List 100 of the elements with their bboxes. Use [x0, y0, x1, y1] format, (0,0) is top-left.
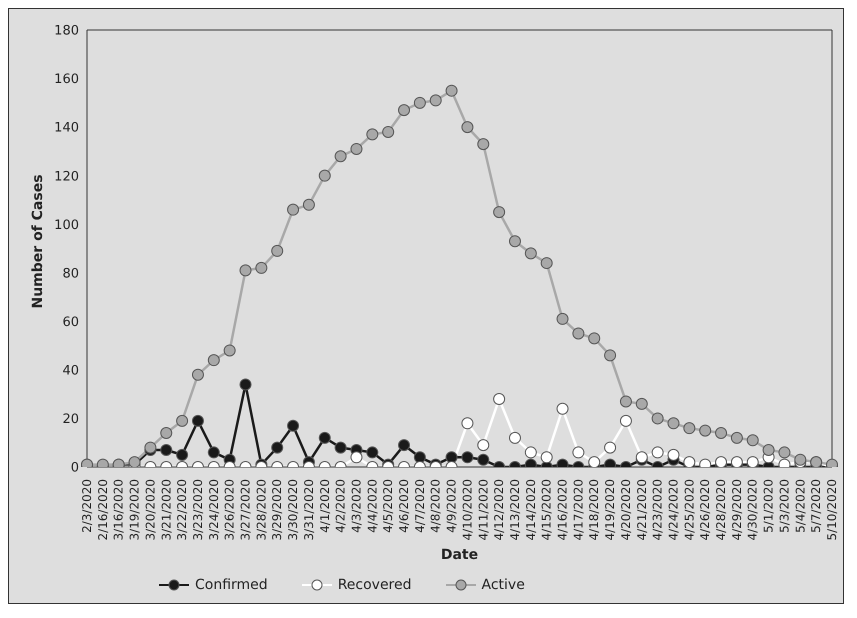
x-tick-label: 3/23/2020 [190, 479, 205, 541]
point [271, 244, 284, 257]
legend-label: Active [480, 577, 525, 593]
point [334, 150, 347, 162]
point [224, 344, 236, 356]
x-tick-label: 4/17/2020 [571, 479, 586, 541]
point [556, 312, 569, 325]
point [287, 420, 300, 432]
point [652, 446, 664, 458]
x-tick-label: 4/11/2020 [476, 479, 490, 541]
point [350, 451, 362, 464]
point [477, 454, 490, 466]
point [318, 170, 331, 182]
point [446, 451, 458, 464]
y-tick-label: 120 [54, 169, 79, 184]
x-tick-label: 3/22/2020 [175, 479, 190, 541]
x-tick-label: 4/1/2020 [318, 479, 332, 533]
point [287, 204, 300, 216]
point [160, 444, 172, 456]
point [524, 247, 537, 260]
x-tick-label: 4/18/2020 [587, 479, 602, 541]
point [588, 332, 600, 344]
x-tick-label: 4/10/2020 [460, 479, 474, 541]
x-tick-label: 4/30/2020 [746, 479, 760, 541]
point [144, 442, 156, 454]
point [414, 96, 426, 109]
point [208, 354, 220, 366]
point [430, 94, 442, 106]
x-tick-label: 4/3/2020 [349, 479, 364, 533]
point [398, 104, 410, 116]
point [477, 439, 490, 452]
point [192, 414, 204, 427]
y-tick-label: 40 [62, 364, 79, 379]
y-tick-label: 100 [54, 218, 79, 233]
point [524, 446, 537, 458]
point [620, 395, 632, 408]
y-tick-label: 20 [62, 412, 79, 428]
point [366, 128, 378, 140]
x-tick-label: 4/23/2020 [650, 479, 665, 541]
x-tick-label: 4/29/2020 [730, 479, 744, 541]
y-tick-label: 180 [54, 24, 79, 39]
x-tick-label: 4/25/2020 [682, 479, 696, 541]
x-tick-label: 4/7/2020 [412, 479, 427, 533]
x-tick-label: 4/9/2020 [444, 479, 459, 533]
x-tick-label: 5/1/2020 [762, 479, 776, 533]
x-tick-label: 4/26/2020 [698, 479, 712, 541]
point [271, 442, 284, 454]
x-tick-label: 3/26/2020 [222, 479, 237, 541]
point [240, 264, 252, 276]
point [508, 235, 521, 248]
x-tick-label: 3/31/2020 [302, 479, 316, 541]
x-tick-label: 4/2/2020 [334, 479, 348, 533]
point [255, 262, 268, 274]
point [240, 378, 252, 390]
x-tick-label: 5/10/2020 [825, 479, 839, 541]
point [382, 126, 394, 138]
x-tick-label: 4/16/2020 [556, 479, 570, 541]
x-tick-label: 4/5/2020 [381, 479, 396, 533]
x-tick-label: 3/20/2020 [143, 479, 158, 541]
point [493, 393, 506, 406]
x-tick-label: 4/8/2020 [428, 479, 443, 533]
point [683, 456, 696, 467]
point [128, 456, 141, 467]
point [160, 427, 172, 440]
point [461, 417, 474, 430]
point [366, 446, 378, 458]
point [334, 442, 347, 454]
point [477, 138, 490, 150]
point [667, 448, 680, 461]
point [461, 451, 474, 464]
point [604, 442, 616, 454]
point [746, 456, 759, 467]
y-tick-label: 60 [62, 314, 79, 330]
x-tick-label: 3/24/2020 [206, 479, 221, 541]
y-tick-label: 160 [54, 72, 79, 88]
point [508, 432, 521, 444]
x-tick-label: 4/13/2020 [508, 479, 522, 541]
point [762, 444, 775, 456]
x-tick-label: 3/28/2020 [254, 479, 268, 541]
point [588, 456, 600, 467]
point [778, 446, 790, 458]
point [176, 414, 188, 427]
point [746, 434, 759, 446]
x-tick-label: 3/16/2020 [112, 479, 126, 541]
point [667, 417, 680, 430]
x-tick-label: 4/20/2020 [618, 479, 633, 541]
point [461, 121, 474, 134]
x-tick-label: 5/3/2020 [777, 479, 792, 533]
point [604, 349, 616, 362]
point [302, 198, 315, 211]
point [699, 424, 712, 437]
x-tick-label: 4/4/2020 [365, 479, 380, 533]
x-tick-label: 4/6/2020 [397, 479, 412, 533]
point [715, 427, 728, 440]
x-tick-label: 4/19/2020 [603, 479, 618, 541]
point [176, 448, 188, 461]
y-tick-label: 0 [70, 460, 79, 476]
point [493, 206, 506, 218]
point [620, 414, 632, 427]
point [572, 327, 584, 340]
